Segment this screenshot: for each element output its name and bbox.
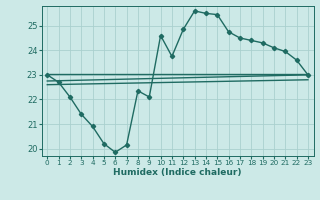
X-axis label: Humidex (Indice chaleur): Humidex (Indice chaleur)	[113, 168, 242, 177]
